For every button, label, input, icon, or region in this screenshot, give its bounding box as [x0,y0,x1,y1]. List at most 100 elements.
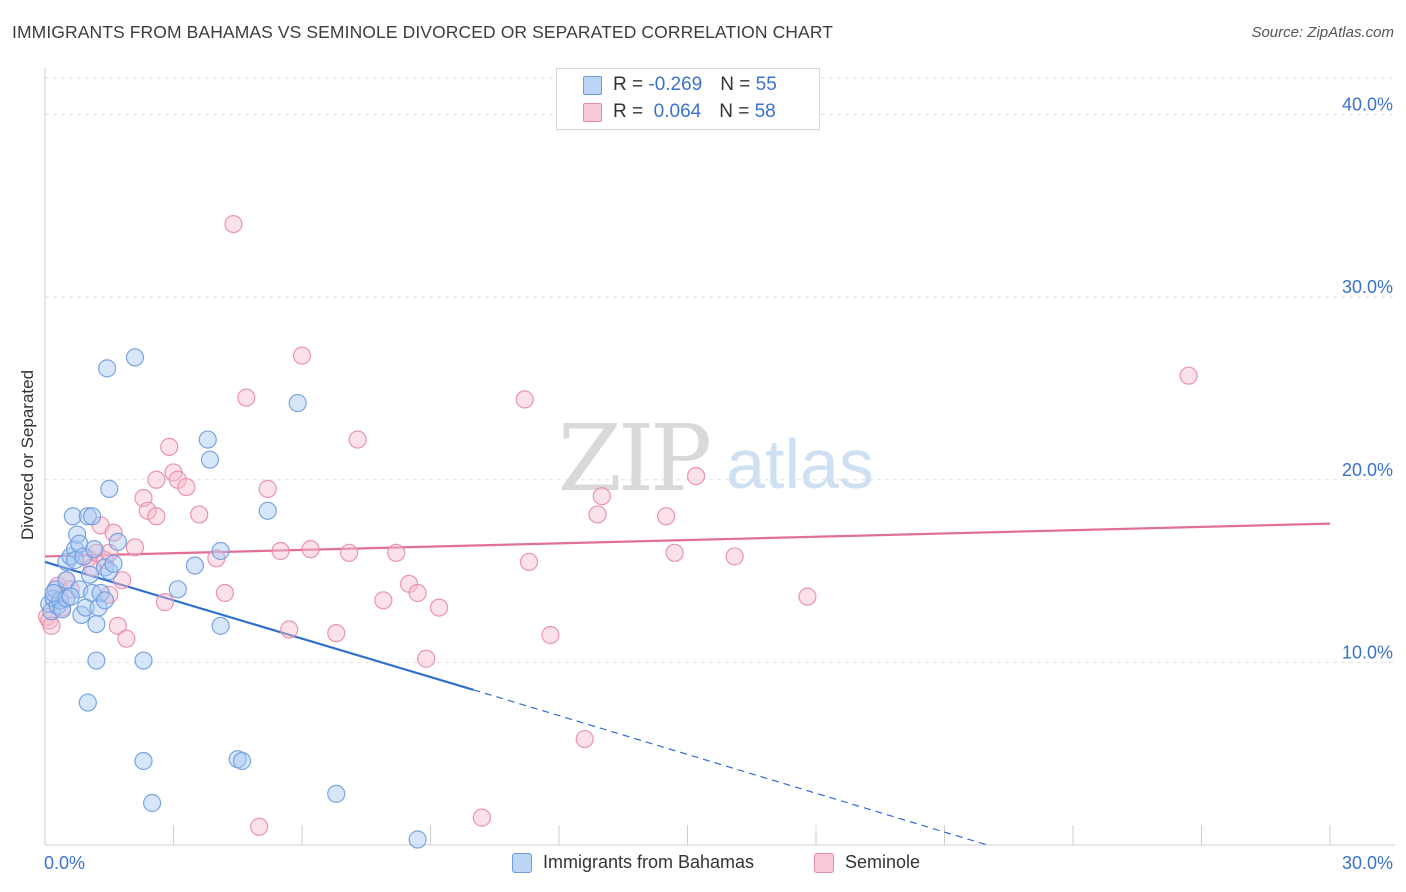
seminole-point [280,620,299,639]
seminole-point [340,543,359,562]
bahamas-point [134,751,153,771]
bottom-legend-label: Immigrants from Bahamas [543,852,755,872]
seminole-point [42,616,61,635]
bahamas-point [142,793,162,813]
y-axis-label: Divorced or Separated [18,369,37,541]
bahamas-point [185,556,205,575]
bottom-legend-swatch-bahamas [512,853,532,873]
legend-n-label: N = [720,74,756,95]
seminole-point [292,346,312,365]
bahamas-point [104,554,123,573]
bahamas-point [74,547,93,566]
seminole-point [575,729,594,749]
seminole-point [472,808,491,827]
seminole-point [258,479,277,498]
legend-r-label: R = [613,101,649,122]
bahamas-point [198,430,217,449]
x-tick-label: 0.0% [44,853,85,873]
seminole-point [224,214,243,234]
bahamas-point [134,651,153,670]
seminole-point [725,547,744,566]
seminole-point [147,507,166,526]
bahamas-point [258,501,277,520]
bahamas-point [61,587,80,606]
seminole-point [656,507,676,526]
seminole-point [417,649,436,668]
trend-layer [44,522,1331,846]
bahamas-point [211,616,230,635]
bottom-legend-label: Seminole [845,852,921,872]
y-tick-label: 20.0% [1342,460,1393,480]
legend-r-value: -0.269 [648,74,703,95]
bahamas-point [85,540,104,559]
seminole-trend-line [44,522,1331,558]
seminole-point [665,543,684,562]
bahamas-point [168,580,187,599]
seminole-point [592,487,611,506]
bahamas-point [83,507,102,526]
bahamas-point [63,507,82,526]
bahamas-point [125,348,145,367]
seminole-point [160,437,179,456]
seminole-point [588,505,607,524]
legend-n-label: N = [719,101,755,122]
bahamas-point [78,693,97,712]
seminole-point [408,583,427,603]
y-tick-label: 40.0% [1342,95,1393,115]
bahamas-point [87,651,106,670]
bahamas-point [78,507,97,526]
bahamas-point [327,784,346,803]
y-tick-label: 10.0% [1342,642,1393,662]
bahamas-trend-line [44,560,474,691]
seminole-point [387,543,406,562]
y-tick-label: 30.0% [1342,277,1393,297]
legend-n-value: 55 [755,74,777,95]
chart-title: IMMIGRANTS FROM BAHAMAS VS SEMINOLE DIVO… [12,22,834,42]
correlation-legend: R = -0.269 N = 55 R = 0.064 N = 58 [556,68,820,130]
seminole-point [250,817,269,836]
x-tick-label: 30.0% [1342,853,1393,873]
bahamas-point [89,598,108,617]
seminole-point [112,571,132,590]
seminole-point [125,538,145,557]
seminole-point [327,624,346,643]
seminole-point [177,477,196,497]
seminole-point [519,552,539,572]
bahamas-point [408,830,427,849]
legend-swatch-seminole [583,103,602,122]
tick-labels-layer: 10.0% 20.0% 30.0% 40.0% 0.0% 30.0% [44,95,1393,873]
points-layer [38,214,1198,849]
seminole-point [429,598,449,617]
legend-r-value: 0.064 [648,101,702,122]
seminole-point [541,625,560,645]
seminole-point [108,616,127,635]
seminole-point [686,467,706,486]
bahamas-point [53,600,72,619]
seminole-point [301,540,320,559]
seminole-point [374,591,393,610]
bahamas-point [87,614,106,634]
bahamas-trend-extension [473,689,988,846]
watermark-atlas: atlas [726,425,874,503]
watermark-zip: ZIP [558,405,709,512]
seminole-point [348,430,367,449]
bahamas-point [98,359,117,378]
legend-swatch-bahamas [583,76,602,95]
legend-r-label: R = [613,74,649,95]
bahamas-point [100,479,119,498]
legend-n-value: 58 [754,101,776,122]
seminole-point [271,541,290,561]
seminole-point [190,505,209,524]
seminole-point [237,388,256,407]
bahamas-point [80,565,100,584]
seminole-point [155,593,175,612]
seminole-point [515,390,534,409]
bahamas-point [288,393,307,413]
seminole-point [798,587,817,606]
bahamas-point [95,591,115,610]
watermark: ZIP atlas [558,405,874,512]
seminole-point [1179,366,1198,385]
bahamas-point [232,751,252,771]
seminole-point [104,523,123,542]
axis-layer [44,68,1395,846]
